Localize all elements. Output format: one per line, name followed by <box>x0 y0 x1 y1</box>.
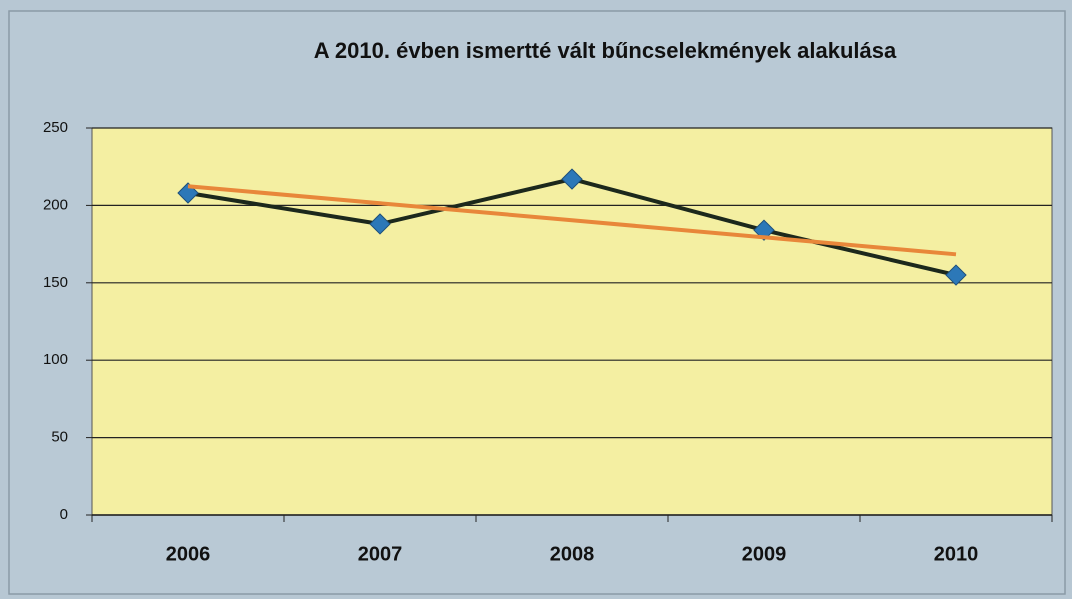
y-tick-label: 0 <box>60 506 68 523</box>
x-tick-label: 2008 <box>550 543 595 565</box>
y-tick-label: 200 <box>43 196 68 213</box>
marker <box>369 213 391 235</box>
x-tick-label: 2010 <box>934 543 979 565</box>
y-tick-label: 50 <box>51 429 68 446</box>
chart-title: A 2010. évben ismertté vált bűncselekmén… <box>314 38 897 63</box>
y-tick-label: 100 <box>43 351 68 368</box>
x-tick-label: 2009 <box>742 543 787 565</box>
marker <box>561 168 583 190</box>
x-tick-label: 2007 <box>358 543 403 565</box>
y-tick-label: 150 <box>43 274 68 291</box>
series-line <box>187 184 957 257</box>
x-tick-label: 2006 <box>166 543 211 565</box>
marker <box>945 264 967 286</box>
y-tick-label: 250 <box>43 119 68 136</box>
